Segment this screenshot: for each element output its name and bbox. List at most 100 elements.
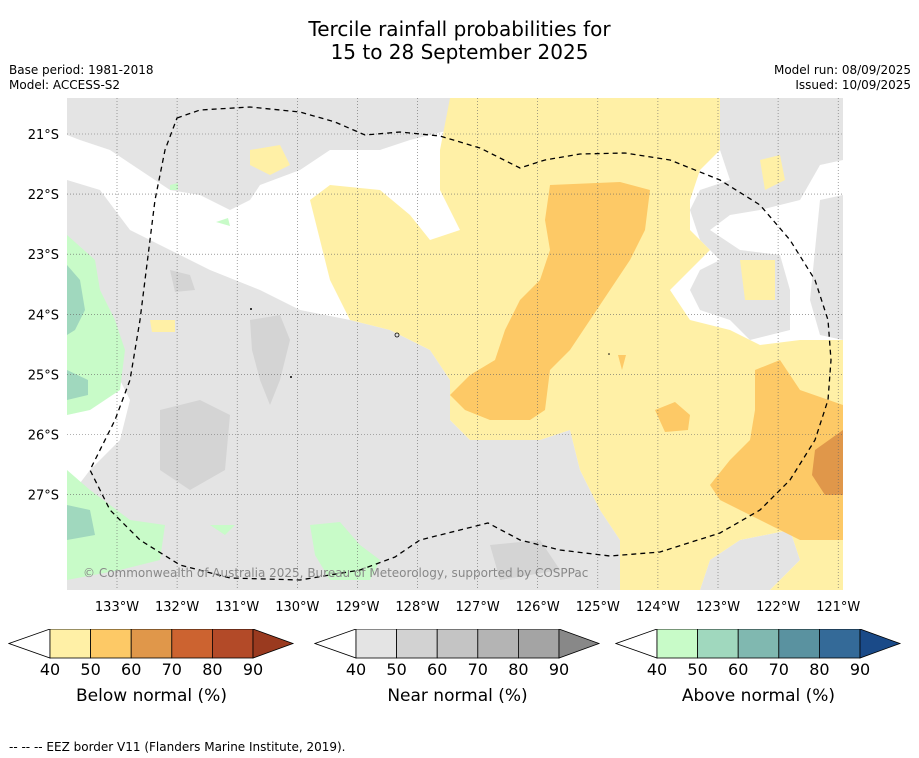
issued-date: Issued: 10/09/2025 [795,78,911,92]
near-normal-patch-4 [490,540,560,580]
below-normal-40-patch-3 [740,260,775,300]
colorbar-tick-label: 80 [202,660,223,679]
colorbar-tick-label: 60 [728,660,749,679]
copyright-text: © Commonwealth of Australia 2025, Bureau… [83,566,588,580]
map-gridlines [67,98,843,590]
above-normal-40-region-west [67,235,125,415]
lat-tick-label: 21°S [28,128,59,143]
axis-labels: 133°W 132°W 131°W 130°W 129°W 128°W 127°W 126°W… [28,128,861,615]
base-period: Base period: 1981-2018 [9,63,154,77]
meta-left: Base period: 1981-2018 Model: ACCESS-S2 [9,63,154,93]
colorbar-label: Above normal (%) [681,686,836,706]
lon-tick-label: 126°W [516,600,560,615]
colorbar-segment [818,629,861,659]
below-normal-60-region [812,430,843,495]
lon-tick-label: 129°W [335,600,379,615]
colorbar-tick-label: 90 [849,660,871,679]
near-normal-region-east [690,98,843,340]
below-normal-50-region-center [450,182,650,420]
colorbar-segment [49,629,91,659]
colorbar-segment [477,629,519,659]
above-normal-50-region-southwest [67,505,95,540]
below-normal-40-region [310,98,843,590]
colorbar-segment [656,629,698,659]
colorbar-segment [171,629,213,659]
above-normal-40-region-southwest [67,470,165,580]
colorbar-segment [130,629,173,659]
lon-tick-label: 132°W [155,600,199,615]
colorbar-tick-label: 90 [548,660,570,679]
colorbar-tick-label: 40 [646,660,668,679]
above-normal-40-region-south [310,522,380,580]
island-marker-2 [290,376,292,378]
colorbar-segment [355,629,397,659]
colorbar-extend-high [252,629,295,659]
near-normal-patch-1 [250,315,290,405]
lat-tick-label: 27°S [28,489,59,504]
colorbar-extend-low [8,629,51,659]
above-normal-50-region-west [67,265,85,335]
lon-tick-label: 131°W [215,600,259,615]
colorbar-1 [314,629,601,659]
below-normal-50-region-southeast [710,360,843,540]
island-marker-1 [250,308,252,310]
island-marker-4 [608,353,610,355]
colorbar-tick-label: 70 [467,660,488,679]
colorbar-0 [8,629,295,659]
colorbar-segment [90,629,132,659]
lon-tick-label: 125°W [576,600,620,615]
lon-tick-label: 127°W [456,600,500,615]
above-normal-40-patch-3 [216,218,230,226]
near-normal-patch-2 [160,400,230,490]
colorbar-extend-low [615,629,658,659]
colorbar-tick-label: 50 [687,660,708,679]
colorbar-segment [211,629,254,659]
title-line-2: 15 to 28 September 2025 [330,40,589,64]
lon-tick-label: 130°W [275,600,319,615]
colorbar-extend-low [314,629,357,659]
colorbar-tick-label: 60 [121,660,142,679]
lat-tick-label: 22°S [28,188,59,203]
below-normal-50-patch-2 [618,355,626,370]
above-normal-40-patch-2 [170,183,178,190]
lat-tick-label: 25°S [28,368,59,383]
colorbar-segment [517,629,560,659]
lon-tick-label: 133°W [95,600,139,615]
lat-tick-label: 26°S [28,429,59,444]
colorbar-tick-label: 80 [508,660,529,679]
colorbar-tick-label: 40 [345,660,367,679]
colorbar-tick-label: 70 [161,660,182,679]
near-normal-patch-3 [170,270,195,292]
lat-tick-label: 24°S [28,308,59,323]
colorbar-tick-label: 80 [809,660,830,679]
above-normal-50-region-west-2 [67,370,88,400]
colorbar-extend-high [558,629,601,659]
colorbar-tick-label: 40 [39,660,61,679]
meta-right: Model run: 08/09/2025 Issued: 10/09/2025 [774,63,911,93]
colorbar-tick-label: 70 [768,660,789,679]
model-name: Model: ACCESS-S2 [9,78,121,92]
colorbar-2 [615,629,902,659]
lon-tick-label: 123°W [696,600,740,615]
eez-border [89,106,832,581]
colorbar-tick-label: 90 [242,660,264,679]
colorbar-extend-high [859,629,902,659]
below-normal-40-patch-2 [760,155,785,190]
lon-tick-label: 128°W [395,600,439,615]
colorbar-segment [436,629,479,659]
colorbar-segment [778,629,820,659]
colorbar-segment [697,629,739,659]
colorbar-tick-label: 50 [80,660,101,679]
map-title: Tercile rainfall probabilities for 15 to… [0,18,919,64]
eez-footnote: -- -- -- EEZ border V11 (Flanders Marine… [9,740,346,754]
near-normal-region-west [67,180,620,590]
colorbar-label: Near normal (%) [387,686,528,706]
colorbar-segment [737,629,780,659]
below-normal-40-patch-1 [250,145,290,175]
colorbar-tick-label: 60 [427,660,448,679]
lon-tick-label: 121°W [816,600,860,615]
lon-tick-label: 122°W [756,600,800,615]
colorbar-label: Below normal (%) [76,686,227,706]
near-normal-region-east-edge [810,195,843,340]
